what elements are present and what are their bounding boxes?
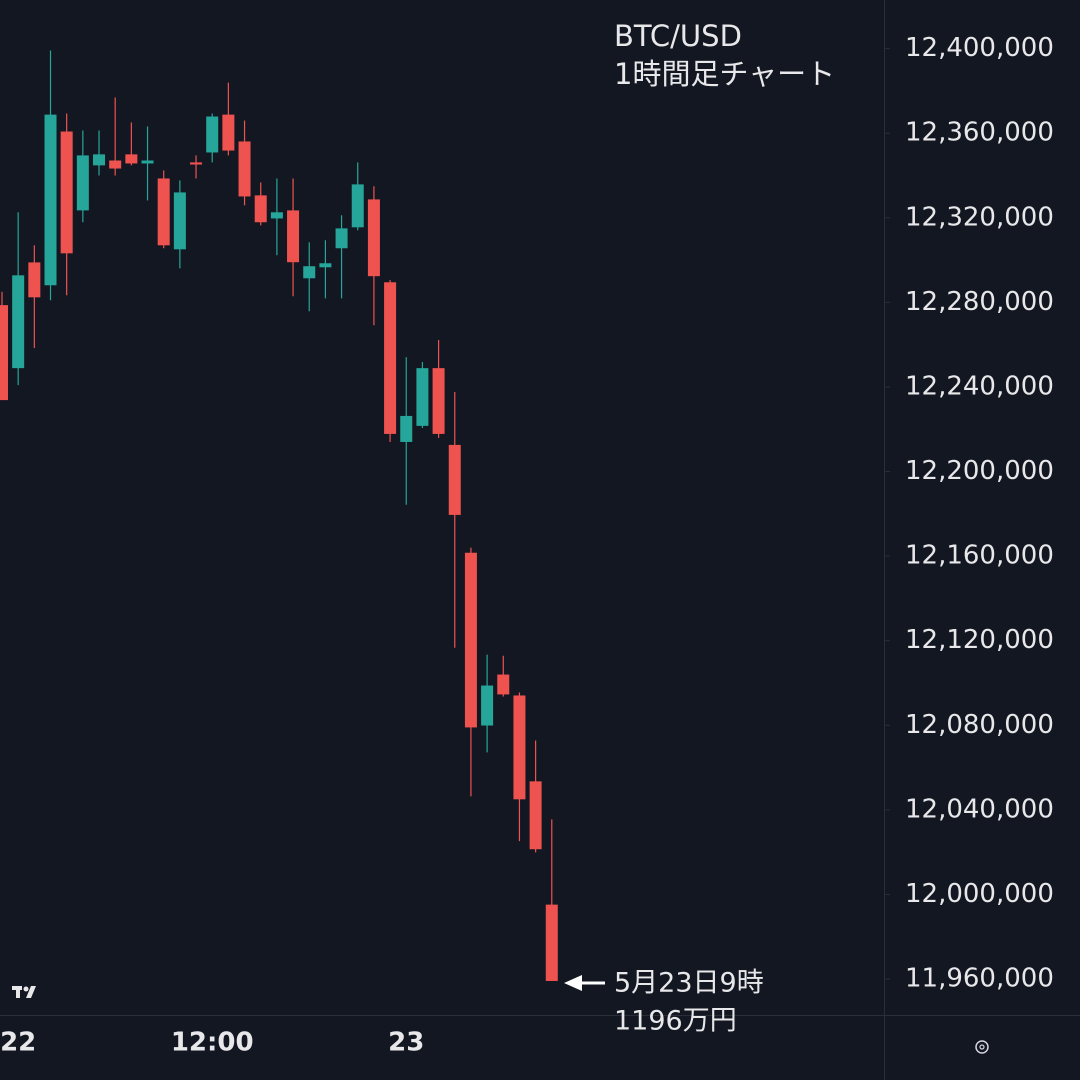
- candle-body: [448, 444, 461, 515]
- candle-body: [254, 195, 267, 223]
- y-tick-label: 12,360,000: [905, 118, 1054, 148]
- candle-body: [351, 184, 364, 228]
- x-tick-label: 22: [0, 1028, 36, 1058]
- chart-subtitle: 1時間足チャート: [614, 57, 835, 91]
- candle-body: [0, 305, 8, 401]
- candle-body: [173, 192, 186, 250]
- settings-core[interactable]: [979, 1044, 985, 1050]
- y-tick-label: 11,960,000: [905, 964, 1054, 994]
- candle-body: [44, 114, 57, 286]
- candle-body: [60, 131, 73, 254]
- annotation-date: 5月23日9時: [614, 968, 764, 999]
- logo-part: [26, 986, 36, 998]
- candle-body: [287, 210, 300, 263]
- plot-area: [0, 50, 558, 981]
- candle-body: [12, 275, 25, 369]
- candle-body: [157, 178, 170, 246]
- candle-body: [28, 262, 41, 298]
- y-tick-label: 12,000,000: [905, 879, 1054, 909]
- candle-body: [303, 266, 316, 279]
- candle-body: [76, 155, 89, 211]
- candle-body: [238, 141, 251, 197]
- arrow-head: [564, 975, 582, 991]
- y-tick-label: 12,280,000: [905, 287, 1054, 317]
- y-tick-label: 12,120,000: [905, 625, 1054, 655]
- chart-title: BTC/USD: [614, 19, 742, 53]
- y-tick-label: 12,400,000: [905, 33, 1054, 63]
- candle-body: [125, 154, 138, 164]
- candle-body: [93, 154, 106, 166]
- y-tick-label: 12,080,000: [905, 710, 1054, 740]
- annotation-price: 1196万円: [614, 1006, 737, 1037]
- candle-body: [497, 674, 510, 695]
- candle-body: [384, 282, 397, 434]
- candle-body: [270, 212, 283, 219]
- settings-ring[interactable]: [975, 1040, 989, 1054]
- settings-icon[interactable]: [975, 1040, 989, 1054]
- candle-body: [416, 368, 429, 426]
- y-tick-label: 12,200,000: [905, 456, 1054, 486]
- candle-body: [141, 160, 154, 164]
- x-tick-label: 12:00: [171, 1028, 254, 1058]
- logo-part: [16, 986, 20, 998]
- y-tick-label: 12,320,000: [905, 202, 1054, 232]
- annotation-arrow: [564, 975, 605, 991]
- candle-body: [400, 415, 413, 442]
- tv-logo: [12, 986, 36, 998]
- y-tick-label: 12,240,000: [905, 371, 1054, 401]
- candle-body: [367, 199, 380, 277]
- y-tick-label: 12,160,000: [905, 541, 1054, 571]
- candle-body: [335, 228, 348, 249]
- candle-body: [529, 781, 542, 850]
- candle-body: [464, 552, 477, 728]
- candle-body: [222, 114, 235, 151]
- logo-part: [23, 986, 29, 992]
- x-tick-label: 23: [388, 1028, 424, 1058]
- candle-body: [319, 263, 332, 268]
- candle-body: [481, 685, 494, 726]
- candle-body: [190, 162, 203, 165]
- candle-body: [513, 695, 526, 800]
- y-tick-label: 12,040,000: [905, 794, 1054, 824]
- candle-body: [545, 904, 558, 981]
- candle-body: [109, 160, 122, 169]
- candle-body: [206, 116, 219, 153]
- candle-body: [432, 368, 445, 434]
